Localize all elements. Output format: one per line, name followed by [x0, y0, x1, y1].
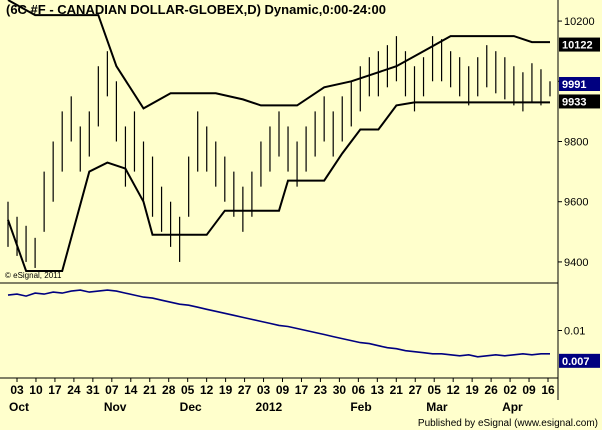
date-tick-label: 17 [48, 383, 62, 397]
price-value-label: 9991 [562, 79, 586, 91]
month-label: Apr [502, 400, 523, 414]
price-value-label-box [559, 37, 600, 52]
date-tick-label: 30 [333, 383, 347, 397]
date-tick-label: 27 [409, 383, 423, 397]
indicator-series-line [7, 289, 550, 358]
date-tick-label: 31 [86, 383, 100, 397]
price-value-label: 10122 [562, 40, 593, 52]
date-tick-label: 03 [10, 383, 24, 397]
date-tick-label: 12 [446, 383, 460, 397]
date-tick-label: 16 [541, 383, 555, 397]
price-channel [7, 0, 550, 272]
indicator-value-label-box [559, 353, 600, 368]
chart-title: (6C #F - CANADIAN DOLLAR-GLOBEX,D) Dynam… [6, 2, 386, 17]
channel-lower-line [7, 101, 550, 272]
date-tick-label: 17 [295, 383, 309, 397]
date-tick-label: 10 [29, 383, 43, 397]
indicator-value-labels: 0.007 [559, 353, 600, 368]
indicator-tick-label: 0.01 [564, 326, 585, 338]
date-tick-label: 21 [143, 383, 157, 397]
month-label: Mar [426, 400, 448, 414]
date-tick-label: 09 [522, 383, 536, 397]
price-tick-label: 9800 [564, 137, 588, 149]
date-tick-label: 05 [181, 383, 195, 397]
indicator-value-label: 0.007 [562, 356, 590, 368]
month-label: Oct [9, 400, 29, 414]
date-tick-label: 19 [465, 383, 479, 397]
date-tick-label: 03 [257, 383, 271, 397]
date-tick-label: 23 [314, 383, 328, 397]
month-label: Nov [104, 400, 127, 414]
price-value-labels: 10122 9991 9933 [559, 37, 600, 109]
month-label: 2012 [256, 400, 283, 414]
date-tick-label: 26 [484, 383, 498, 397]
price-tick-label: 9400 [564, 257, 588, 269]
date-tick-label: 24 [67, 383, 81, 397]
date-tick-label: 21 [390, 383, 404, 397]
date-tick-label: 13 [371, 383, 385, 397]
date-tick-label: 06 [352, 383, 366, 397]
month-label: Dec [180, 400, 202, 414]
date-tick-label: 19 [219, 383, 233, 397]
date-tick-label: 27 [238, 383, 252, 397]
date-tick-label: 07 [105, 383, 119, 397]
channel-upper-line [7, 0, 550, 110]
price-value-label: 9933 [562, 96, 586, 108]
indicator-line [7, 289, 550, 358]
month-label: Feb [350, 400, 371, 414]
price-value-label-box [559, 76, 600, 91]
date-tick-label: 02 [503, 383, 517, 397]
date-axis: 03 10 17 24 31 07 14 21 28 05 12 19 27 03 09 17 23 30 06 13… [9, 378, 555, 414]
price-tick-label: 10200 [564, 16, 595, 28]
publisher-credit: Published by eSignal (www.esignal.com) [418, 418, 598, 429]
price-tick-label: 9600 [564, 197, 588, 209]
price-bars [7, 36, 551, 268]
date-tick-label: 09 [276, 383, 290, 397]
copyright-text: © eSignal, 2011 [5, 271, 62, 280]
date-tick-label: 28 [162, 383, 176, 397]
date-tick-label: 05 [428, 383, 442, 397]
date-tick-label: 12 [200, 383, 214, 397]
date-tick-label: 14 [124, 383, 138, 397]
indicator-axis-ticks: 0.01 [558, 326, 585, 338]
price-value-label-box [559, 94, 600, 109]
